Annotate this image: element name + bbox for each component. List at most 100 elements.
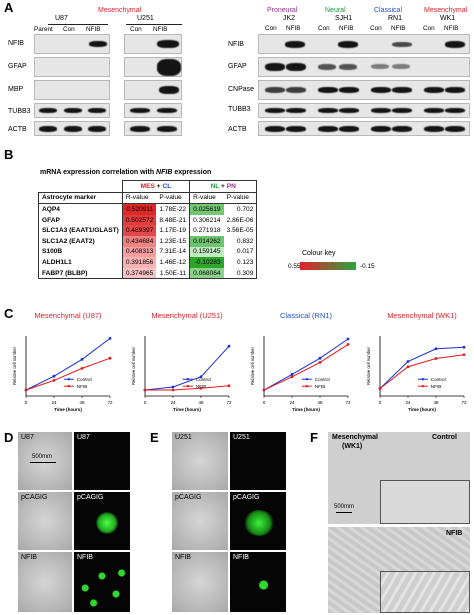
series-line-nfib: [379, 354, 465, 389]
table-body: AQP4 0.520911 1.78E-22 0.025619 0.702 GFAP 0.5…: [38, 203, 258, 280]
lane-label: Con: [423, 25, 435, 32]
blot-band: [339, 64, 357, 70]
data-point-control: [346, 337, 350, 341]
blot-band: [392, 87, 412, 93]
x-tick-label: 0: [144, 400, 147, 405]
blot-band: [88, 126, 106, 132]
table-title-gene: NFIB: [156, 169, 173, 176]
marker-cell: GFAP: [38, 214, 123, 226]
blot-band: [130, 126, 150, 132]
data-point-control: [80, 358, 84, 361]
x-tick-label: 72: [226, 400, 232, 405]
scale-label: 500mm: [334, 504, 355, 510]
table-row: SLC1A2 (EAAT2) 0.434684 1.23E-15 0.014262 0.…: [38, 235, 258, 247]
subtype-mesenchymal-right: Mesenchymal: [424, 7, 468, 14]
legend-marker: [186, 378, 189, 381]
p-value-cell: 0.309: [223, 267, 258, 280]
lane-label: Parent: [34, 26, 53, 33]
cell-line-bar: [126, 24, 182, 25]
r-value-cell: 0.391856: [122, 257, 157, 268]
legend-marker: [421, 378, 424, 381]
p-value-cell: 0.017: [223, 246, 258, 258]
nfib-fluorescence-image: NFIB: [230, 552, 286, 612]
u251-fluorescence-image: U251: [230, 432, 286, 490]
blot-strip: [124, 34, 182, 54]
colour-key-label: Colour key: [302, 250, 336, 257]
blot-band: [424, 126, 444, 132]
legend-label: Control: [315, 377, 330, 382]
gfp-colony: [96, 512, 118, 534]
image-label: U251: [233, 434, 250, 441]
data-point-nfib: [290, 375, 294, 379]
blot-band: [371, 108, 391, 113]
p-value-cell: 8.48E-21: [156, 214, 191, 226]
panel-letter-b: B: [4, 147, 14, 162]
blot-row-label: ACTB: [8, 126, 27, 133]
marker-cell: FABP7 (BLBP): [38, 267, 123, 280]
blot-band: [286, 63, 306, 71]
blot-band: [157, 40, 179, 48]
blot-strip: [124, 57, 182, 77]
legend-label: NFIB: [196, 384, 206, 389]
colour-key-min: -0.15: [360, 263, 375, 270]
cell-line-u87: U87: [55, 15, 68, 22]
r-value-cell: 0.489397: [122, 225, 157, 236]
data-point-nfib: [318, 361, 322, 364]
data-point-nfib: [434, 357, 438, 360]
marker-cell: AQP4: [38, 203, 123, 215]
lane-label: Con: [318, 25, 330, 32]
data-point-control: [199, 375, 203, 379]
cell-line-bar: [48, 24, 108, 25]
blot-strip: [34, 57, 110, 77]
series-line-nfib: [145, 385, 230, 391]
header-r1: R-value: [121, 192, 157, 204]
y-axis-label: Relative cell number: [131, 346, 136, 385]
x-tick-label: 24: [170, 400, 176, 405]
blot-row-label: NFIB: [8, 40, 24, 47]
image-label: U87: [77, 434, 90, 441]
inset-image: [380, 571, 470, 613]
data-point-control: [227, 344, 231, 348]
data-point-nfib: [80, 367, 84, 370]
image-subtype: Mesenchymal: [332, 434, 378, 441]
u87-brightfield-image: U87 500mm: [18, 432, 72, 490]
legend-marker: [67, 378, 71, 381]
cell-line-jk2: JK2: [283, 15, 296, 22]
blot-row-label: TUBB3: [228, 106, 251, 113]
data-point-nfib: [171, 388, 175, 392]
blot-band: [285, 41, 305, 48]
wk1-control-image: Mesenchymal (WK1) Control 500mm: [328, 432, 470, 524]
series-line-control: [144, 345, 230, 391]
data-point-nfib: [406, 365, 410, 369]
blot-strip: [258, 80, 470, 100]
y-axis-label: Relative cell number: [12, 346, 17, 385]
blot-band: [392, 64, 410, 69]
data-point-nfib: [52, 379, 56, 382]
nfib-fluorescence-image: NFIB: [74, 552, 130, 612]
table-title-suffix: expression: [172, 169, 212, 176]
legend-label: NFIB: [77, 384, 87, 389]
blot-band: [424, 87, 444, 93]
blot-band: [286, 87, 306, 93]
pcagig-fluorescence-image: pCAGIG: [230, 492, 286, 550]
data-point-control: [108, 337, 112, 340]
lane-label: NFIB: [339, 25, 354, 32]
data-point-nfib: [462, 353, 466, 357]
x-tick-label: 0: [25, 400, 28, 405]
r-value-cell: -0.10283: [189, 257, 224, 268]
x-tick-label: 72: [461, 400, 467, 405]
correlation-table: MES + CL NL + PN Astrocyte marker R-valu…: [38, 180, 258, 280]
marker-cell: ALDH1L1: [38, 257, 123, 268]
data-point-nfib: [378, 387, 382, 390]
r-value-cell: 0.408313: [122, 246, 157, 258]
lane-label: NFIB: [86, 26, 101, 33]
blot-band: [392, 108, 412, 113]
nfib-brightfield-image: NFIB: [18, 552, 72, 612]
image-label: pCAGIG: [233, 494, 260, 501]
lane-label: Con: [63, 26, 75, 33]
blot-strip: [124, 121, 182, 136]
table-title: mRNA expression correlation with NFIB ex…: [40, 169, 211, 176]
legend-label: NFIB: [315, 384, 325, 389]
x-axis-label: Time (hours): [54, 407, 82, 412]
group-nl: NL: [210, 182, 220, 190]
